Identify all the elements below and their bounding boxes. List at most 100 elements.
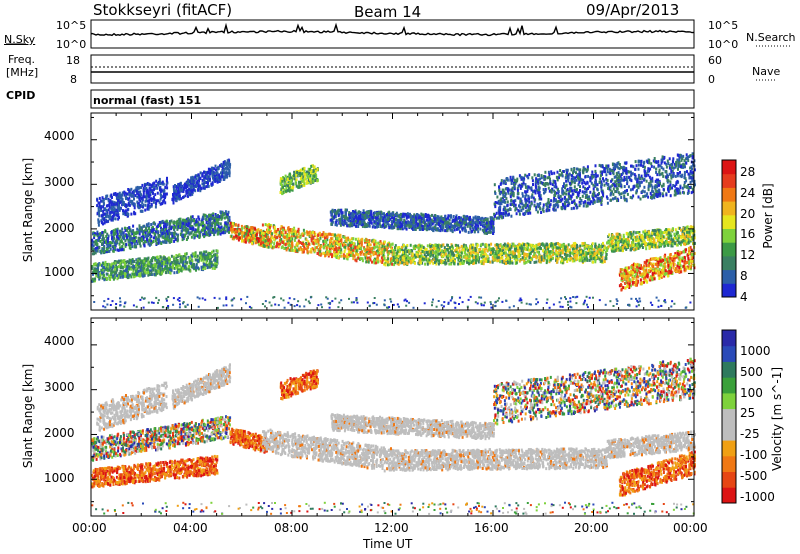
power-cell [440,260,443,263]
power-cell [425,248,428,251]
power-cell [101,231,104,234]
power-cell [497,256,500,260]
power-cell [166,257,168,261]
power-cell [261,223,264,227]
power-cell [184,224,187,228]
power-cell [229,221,232,225]
power-cell [189,226,192,230]
power-cell [190,261,192,265]
power-cell [456,254,458,257]
power-cell [220,231,223,235]
power-cell [138,257,141,261]
power-cell [480,243,483,247]
power-cell [284,243,287,247]
power-cell [288,248,291,252]
power-cell [140,261,143,264]
power-cell [227,221,230,225]
power-cell [109,278,112,281]
power-cell [305,238,308,242]
power-cell [386,243,389,247]
power-cell [112,202,115,206]
power-cell [411,249,414,253]
power-cell [484,243,487,247]
power-cell [221,213,224,217]
power-cell [552,256,554,260]
power-cell [133,260,136,263]
power-cell [115,213,118,217]
power-cell [571,244,574,248]
power-cell [397,246,400,249]
pwr-cbar-tick-28: 28 [740,165,756,179]
power-cell [103,221,106,225]
power-cell [152,264,155,267]
power-cell [176,238,179,242]
power-cell [102,273,105,277]
power-cell [147,222,150,226]
power-cell [211,266,214,270]
power-cell [155,179,158,183]
power-cell [279,227,282,231]
power-cell [563,245,566,249]
power-cell [367,260,370,264]
power-cell [567,257,570,261]
power-cell [150,242,153,246]
power-cell [455,243,458,247]
power-cell [286,235,289,239]
power-cell [108,217,111,221]
power-cell [120,264,123,268]
power-cell [122,265,125,269]
power-cell [226,229,229,233]
power-cell [160,226,162,230]
power-cell [585,244,588,248]
power-cell [155,184,158,188]
power-cell [99,250,102,253]
power-cell [348,238,351,242]
power-cell [98,276,101,280]
power-cell [128,273,131,277]
power-cell [235,234,238,238]
power-cell [170,232,173,235]
power-cell [163,225,165,228]
power-cell [383,257,386,261]
power-cell [203,223,206,227]
cpid-panel [90,89,695,109]
power-cell [451,244,454,248]
power-cell [444,252,447,256]
power-cell [146,207,149,211]
power-cell [343,250,346,254]
power-cell [567,243,570,247]
power-cell [201,215,204,219]
power-cell [377,260,380,264]
power-cell [128,232,131,236]
power-cell [399,261,401,264]
power-cell [391,262,394,266]
power-cell [350,251,352,254]
power-cell [171,266,174,270]
power-cell [170,237,173,241]
power-cell [533,253,536,257]
power-cell [463,251,466,255]
power-cell [99,234,102,238]
power-cell [116,248,119,252]
power-cell [168,222,171,226]
power-cell [225,221,228,225]
power-cell [200,268,203,271]
power-cell [129,237,131,241]
power-cell [471,246,474,250]
power-cell [105,248,108,252]
power-cell [154,205,157,209]
power-cell [205,226,208,230]
power-cell [297,239,300,243]
power-cell [121,240,123,244]
power-cell [198,223,201,227]
power-cell [144,229,147,233]
power-cell [220,229,223,233]
power-cell [477,260,480,264]
power-cell [92,232,94,236]
power-cell [265,242,268,246]
power-cell [205,218,208,221]
power-cell [167,235,170,239]
power-cell [533,260,536,264]
power-cell [387,253,390,257]
power-cell [136,269,139,273]
